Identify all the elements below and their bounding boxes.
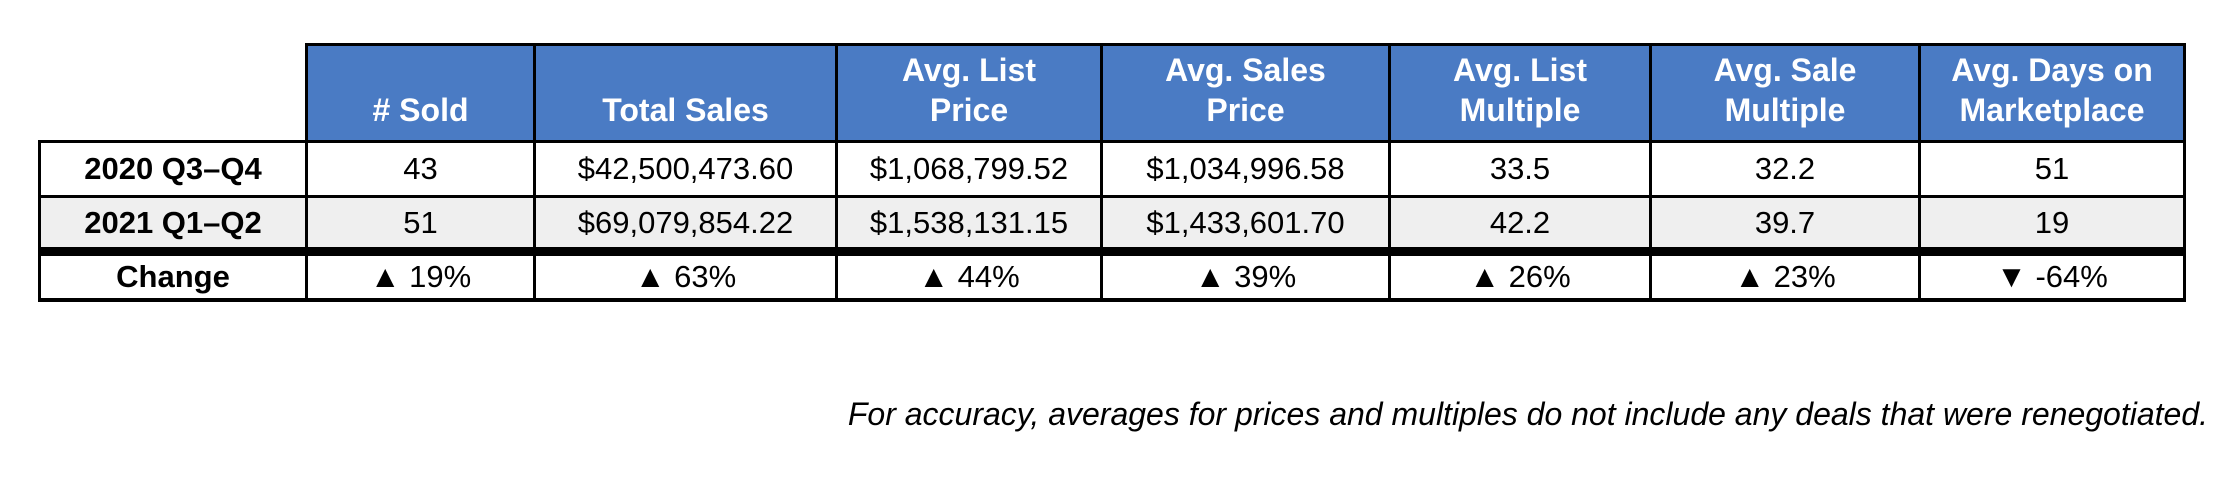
footnote: For accuracy, averages for prices and mu… — [847, 396, 2208, 432]
column-header-avg-list-price: Avg. List Price — [835, 43, 1103, 143]
change-cell: ▲ 19% — [305, 247, 536, 302]
table-cell: 32.2 — [1649, 140, 1921, 198]
column-header-num-sold: # Sold — [305, 43, 536, 143]
table-cell: 43 — [305, 140, 536, 198]
table-cell: 33.5 — [1388, 140, 1652, 198]
table-cell: $1,068,799.52 — [835, 140, 1103, 198]
header-row: # Sold Total Sales Avg. List Price Avg. … — [40, 43, 2186, 143]
change-cell: ▲ 63% — [533, 247, 838, 302]
table-cell: 51 — [1918, 140, 2186, 198]
table-cell: 19 — [1918, 195, 2186, 253]
table-cell: $1,538,131.15 — [835, 195, 1103, 253]
column-header-avg-days-on-marketplace: Avg. Days on Marketplace — [1918, 43, 2186, 143]
table-row-2020-q3-q4: 2020 Q3–Q4 43 $42,500,473.60 $1,068,799.… — [38, 140, 2186, 198]
table-cell: $42,500,473.60 — [533, 140, 838, 198]
table-cell: $69,079,854.22 — [533, 195, 838, 253]
change-cell: ▼ -64% — [1918, 247, 2186, 302]
column-header-avg-sales-price: Avg. Sales Price — [1100, 43, 1391, 143]
row-label-2021-q1-q2: 2021 Q1–Q2 — [38, 195, 308, 253]
corner-cell — [40, 45, 307, 142]
table-row-change: Change ▲ 19% ▲ 63% ▲ 44% ▲ 39% ▲ 26% ▲ 2… — [38, 247, 2186, 302]
column-header-avg-sale-multiple: Avg. Sale Multiple — [1649, 43, 1921, 143]
stats-table: # Sold Total Sales Avg. List Price Avg. … — [38, 43, 2186, 302]
column-header-total-sales: Total Sales — [533, 43, 838, 143]
row-label-2020-q3-q4: 2020 Q3–Q4 — [38, 140, 308, 198]
table-cell: 42.2 — [1388, 195, 1652, 253]
table-cell: $1,433,601.70 — [1100, 195, 1391, 253]
table-cell: $1,034,996.58 — [1100, 140, 1391, 198]
table-cell: 39.7 — [1649, 195, 1921, 253]
change-cell: ▲ 44% — [835, 247, 1103, 302]
column-header-avg-list-multiple: Avg. List Multiple — [1388, 43, 1652, 143]
change-cell: ▲ 26% — [1388, 247, 1652, 302]
table-cell: 51 — [305, 195, 536, 253]
change-cell: ▲ 23% — [1649, 247, 1921, 302]
change-cell: ▲ 39% — [1100, 247, 1391, 302]
row-label-change: Change — [38, 247, 308, 302]
table-row-2021-q1-q2: 2021 Q1–Q2 51 $69,079,854.22 $1,538,131.… — [38, 195, 2186, 253]
